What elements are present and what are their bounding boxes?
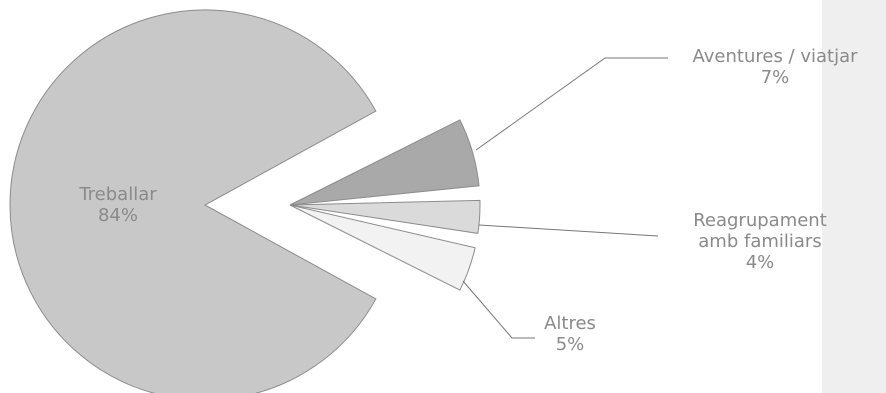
slice-label-1-line-0: Aventures / viatjar (693, 46, 859, 67)
leader-line-3 (462, 280, 535, 339)
pie-slice-2 (289, 199, 481, 234)
slice-label-2: Reagrupament amb familiars 4% (693, 210, 827, 273)
slice-label-1: Aventures / viatjar 7% (693, 46, 859, 88)
slice-label-0-line-0: Treballar (78, 184, 157, 205)
leader-line-1 (475, 57, 668, 151)
side-panel (822, 0, 886, 393)
slice-label-2-line-2: 4% (746, 252, 775, 273)
slice-label-0: Treballar 84% (78, 184, 157, 226)
slice-label-3: Altres 5% (544, 313, 596, 355)
slice-label-0-line-1: 84% (98, 205, 138, 226)
pie-slice-1 (289, 119, 480, 206)
slice-label-2-line-1: amb familiars (698, 231, 821, 252)
leader-line-2 (478, 224, 659, 237)
slice-label-3-line-0: Altres (544, 313, 596, 334)
slice-label-2-line-0: Reagrupament (693, 210, 827, 231)
slice-label-3-line-1: 5% (556, 334, 585, 355)
slice-label-1-line-1: 7% (761, 67, 790, 88)
pie-slice-3 (289, 204, 476, 291)
